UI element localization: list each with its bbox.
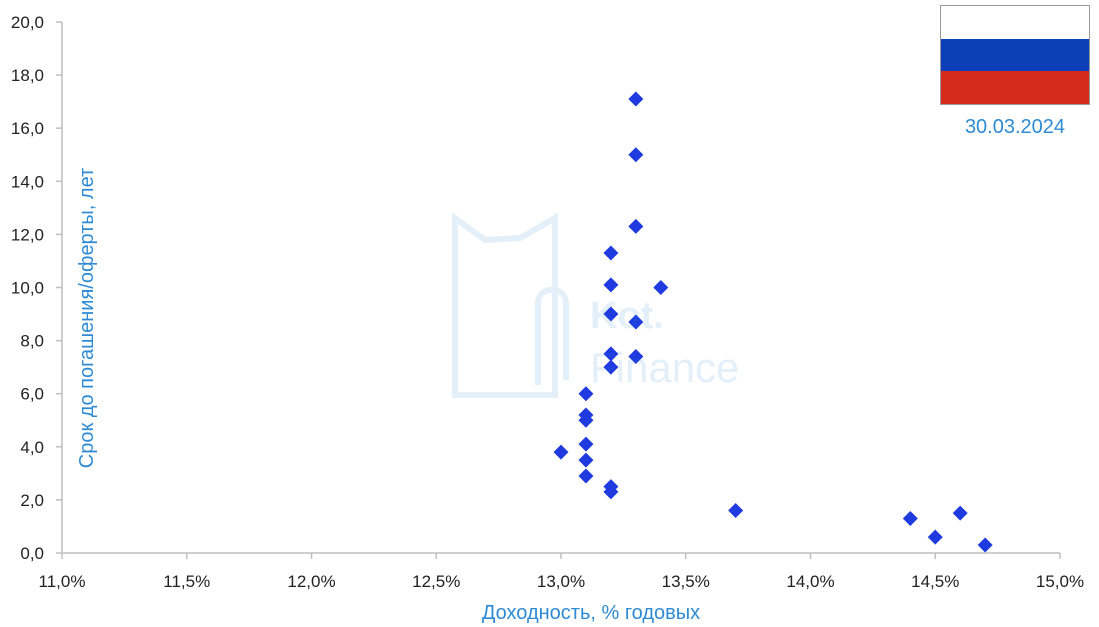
data-point <box>603 245 619 261</box>
data-point <box>578 468 594 484</box>
data-point <box>628 147 644 163</box>
data-point <box>952 505 968 521</box>
data-point <box>628 218 644 234</box>
x-tick-label: 11,0% <box>39 572 86 591</box>
data-point <box>603 484 619 500</box>
data-point <box>653 280 669 295</box>
flag-stripe-white <box>941 6 1089 39</box>
x-tick-label: 13,5% <box>662 572 710 591</box>
x-tick-label: 11,5% <box>163 572 210 591</box>
y-tick-label: 18,0 <box>11 66 44 85</box>
watermark-line2: Finance <box>590 344 739 391</box>
watermark-line1: Kot. <box>590 295 664 337</box>
cat-icon <box>452 212 558 398</box>
data-point <box>628 91 644 107</box>
date-label: 30.03.2024 <box>964 116 1066 138</box>
y-tick-label: 2,0 <box>20 491 44 510</box>
flag-stripe-red <box>941 71 1089 104</box>
data-point <box>578 412 594 428</box>
y-axis-title: Срок до погашения/оферты, лет <box>76 168 98 468</box>
data-point <box>578 386 594 402</box>
data-point <box>927 529 943 545</box>
y-tick-label: 0,0 <box>20 544 44 563</box>
russia-flag-icon <box>940 5 1090 105</box>
data-point <box>553 444 569 460</box>
y-tick-label: 10,0 <box>11 279 44 298</box>
data-point <box>628 314 644 330</box>
paperclip-icon <box>535 286 569 385</box>
y-tick-label: 12,0 <box>11 225 44 244</box>
x-tick-label: 14,5% <box>911 572 959 591</box>
data-points <box>553 91 993 553</box>
x-tick-label: 15,0% <box>1036 572 1084 591</box>
y-tick-label: 4,0 <box>20 438 44 457</box>
y-tick-label: 20,0 <box>11 13 44 32</box>
data-point <box>603 306 619 322</box>
x-tick-label: 14,0% <box>786 572 834 591</box>
data-point <box>977 537 993 553</box>
data-point <box>578 436 594 452</box>
data-point <box>603 277 619 293</box>
data-point <box>902 510 918 526</box>
y-tick-label: 6,0 <box>20 385 44 404</box>
x-tick-labels: 11,0% 11,5% 12,0% 12,5% 13,0% 13,5% 14,0% 14,5%… <box>39 553 1084 591</box>
flag-stripe-blue <box>941 38 1089 72</box>
x-axis-title: Доходность, % годовых <box>482 602 700 624</box>
data-point <box>728 503 744 519</box>
data-point <box>628 349 644 365</box>
data-point <box>603 346 619 362</box>
watermark-logo: Kot. Finance <box>452 212 739 398</box>
data-point <box>578 452 594 468</box>
y-tick-label: 8,0 <box>20 332 44 351</box>
y-tick-label: 16,0 <box>11 119 44 138</box>
data-point <box>603 359 619 375</box>
y-tick-label: 14,0 <box>11 172 44 191</box>
x-tick-label: 12,5% <box>412 572 460 591</box>
x-tick-label: 13,0% <box>537 572 585 591</box>
x-tick-label: 12,0% <box>287 572 335 591</box>
y-tick-labels: 0,0 2,0 4,0 6,0 8,0 10,0 12,0 14,0 16,0 18,0 20,0 <box>11 13 62 563</box>
